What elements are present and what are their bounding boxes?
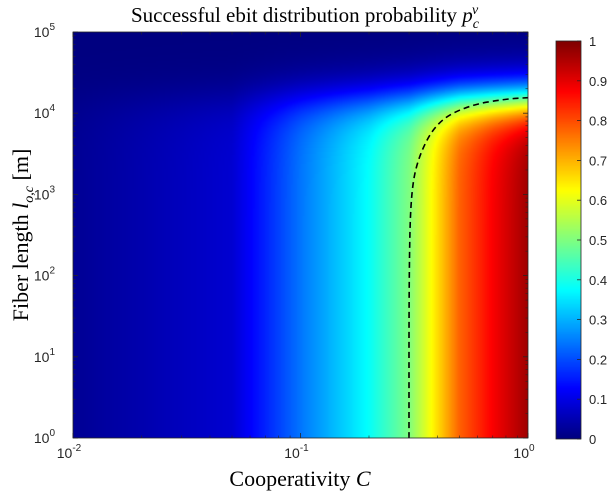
y-tick-label-exp: 5 — [49, 22, 55, 33]
y-tick-label-base: 10 — [34, 349, 50, 365]
colorbar-tick-label: 0.7 — [589, 153, 607, 168]
colorbar-gradient — [556, 41, 581, 439]
colorbar-tick-label: 0.6 — [589, 193, 607, 208]
y-tick-label-base: 10 — [34, 186, 50, 202]
colorbar-tick-label: 0.2 — [589, 352, 607, 367]
colorbar-tick-label: 0.9 — [589, 74, 607, 89]
y-tick-label-exp: 0 — [49, 428, 55, 439]
y-tick-label: 100 — [34, 428, 56, 446]
colorbar-ticks: 0 0.1 0.2 0.3 0.4 0.5 0.6 0.7 0.8 0.9 1 — [577, 34, 607, 447]
chart-title-symbol: p — [460, 3, 473, 27]
heatmap-image — [73, 32, 528, 438]
x-tick-label-exp: -1 — [300, 443, 309, 454]
y-axis-label-symbol: l — [8, 203, 33, 209]
y-tick-label-base: 10 — [34, 105, 50, 121]
colorbar-tick-label: 0.8 — [589, 114, 607, 129]
x-axis-label-symbol: C — [356, 466, 371, 491]
colorbar-tick-label: 0.3 — [589, 313, 607, 328]
x-axis-ticks: 10-2 10-1 100 — [57, 32, 535, 461]
chart-title-subscript: c — [473, 17, 480, 32]
x-tick-label-base: 10 — [57, 445, 73, 461]
x-axis-label: Cooperativity C — [229, 466, 370, 491]
y-tick-label: 102 — [34, 266, 56, 284]
colorbar-tick-label: 0.1 — [589, 392, 607, 407]
x-tick-label-exp: 0 — [529, 443, 535, 454]
x-tick-label-base: 10 — [284, 445, 300, 461]
y-tick-label-base: 10 — [34, 430, 50, 446]
y-tick-label: 103 — [34, 184, 56, 202]
chart-title: Successful ebit distribution probability… — [131, 3, 480, 32]
y-tick-label: 104 — [34, 103, 56, 121]
y-tick-label-base: 10 — [34, 24, 50, 40]
y-tick-label-exp: 4 — [49, 103, 55, 114]
x-tick-label: 10-1 — [284, 443, 309, 461]
chart-title-text: Successful ebit distribution probability — [131, 3, 462, 27]
x-tick-label: 100 — [513, 443, 535, 461]
y-tick-label: 105 — [34, 22, 56, 40]
y-axis-label-text: Fiber length — [8, 209, 33, 321]
x-tick-label: 10-2 — [57, 443, 82, 461]
svg-text:Successful ebit distribution p: Successful ebit distribution probability… — [131, 3, 480, 32]
y-tick-label-exp: 1 — [49, 347, 55, 358]
x-axis-label-text: Cooperativity — [229, 466, 355, 491]
y-tick-label-exp: 2 — [49, 266, 55, 277]
y-tick-label: 101 — [34, 347, 56, 365]
x-tick-label-exp: -2 — [72, 443, 81, 454]
y-axis-label-unit: [m] — [8, 149, 33, 186]
contour-line — [408, 96, 529, 438]
colorbar-tick-label: 0.5 — [589, 233, 607, 248]
y-axis-label: Fiber length lo,c [m] — [8, 149, 37, 322]
y-tick-label-base: 10 — [34, 268, 50, 284]
y-tick-label-exp: 3 — [49, 184, 55, 195]
x-tick-label-base: 10 — [513, 445, 529, 461]
colorbar-tick-label: 0 — [589, 432, 596, 447]
colorbar-tick-label: 1 — [589, 34, 596, 49]
chart-title-superscript: v — [472, 3, 479, 18]
y-axis-label-subscript: o,c — [22, 185, 37, 203]
colorbar-tick-label: 0.4 — [589, 273, 607, 288]
